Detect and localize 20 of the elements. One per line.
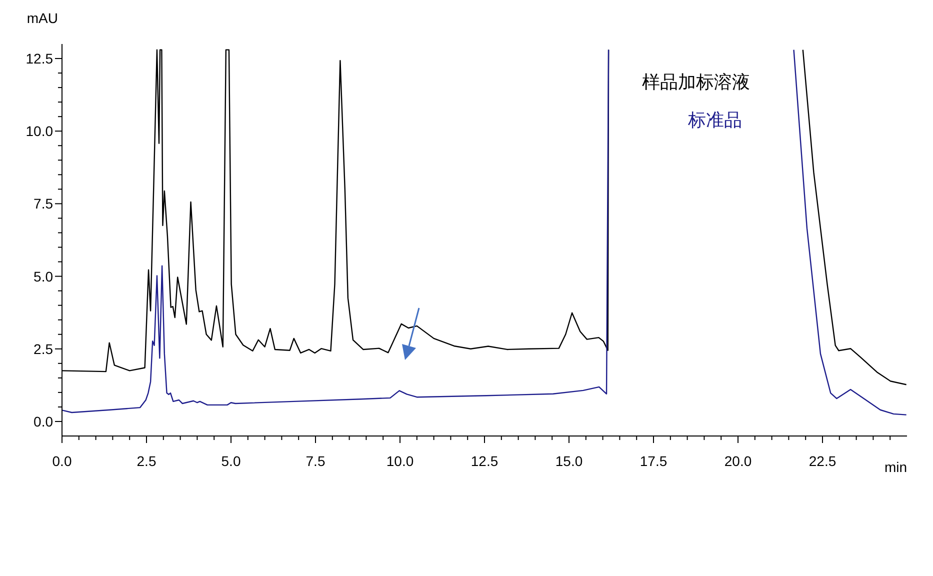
y-tick-label: 0.0 [34,413,54,430]
x-tick-label: 2.5 [136,453,156,469]
y-axis-title: mAU [26,10,58,26]
x-tick-label: 10.0 [386,453,414,469]
x-tick-label: 0.0 [52,453,72,469]
x-tick-label: 7.5 [306,453,326,469]
x-tick-label: 17.5 [640,453,668,469]
y-tick-label: 5.0 [34,268,54,284]
x-tick-label: 22.5 [808,453,836,469]
x-tick-label: 12.5 [470,453,498,469]
y-tick-label: 7.5 [34,196,54,212]
x-tick-label: 15.0 [555,453,583,469]
text: 标准品 [688,109,743,132]
y-tick-label: 2.5 [34,340,54,357]
x-tick-label: 5.0 [221,453,241,469]
y-tick-label: 10.0 [26,123,54,140]
x-axis-title: min [884,459,907,475]
series-label: 样品加标溶液 [642,71,751,94]
x-tick-label: 20.0 [724,453,752,469]
y-tick-label: 12.5 [26,50,54,67]
